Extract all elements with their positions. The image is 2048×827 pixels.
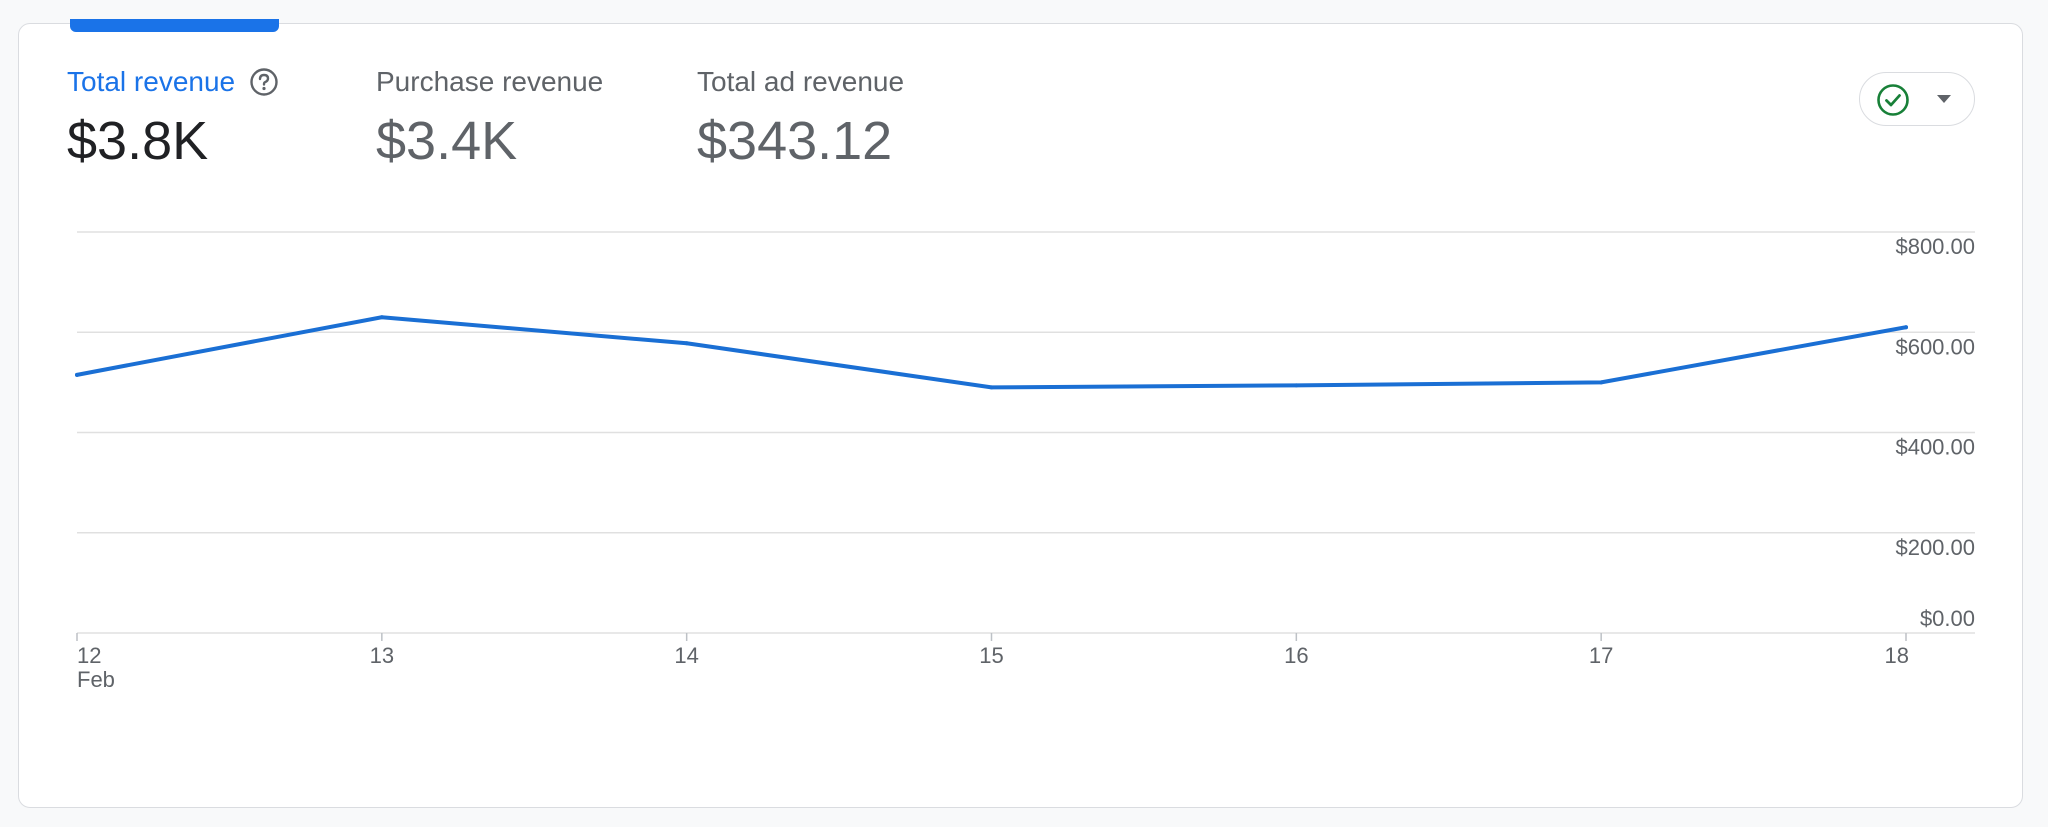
y-tick-label: $800.00	[1895, 234, 1975, 259]
data-point	[379, 315, 384, 320]
caret-down-icon	[1937, 95, 1951, 103]
y-tick-label: $400.00	[1895, 435, 1975, 460]
chart-gridlines	[77, 231, 1975, 634]
x-tick-label: 18	[1885, 643, 1909, 668]
metric-label-total-revenue: Total revenue	[67, 66, 279, 98]
total-ad-revenue-label: Total ad revenue	[697, 66, 905, 97]
y-tick-label: $0.00	[1920, 606, 1975, 631]
x-tick-label: 16	[1284, 643, 1308, 668]
data-point	[75, 372, 79, 377]
metric-purchase-revenue[interactable]: Purchase revenue $3.4K	[376, 66, 603, 172]
total-ad-revenue-value: $343.12	[697, 111, 893, 171]
data-point	[1599, 380, 1604, 385]
y-tick-label: $200.00	[1895, 535, 1975, 560]
revenue-card	[18, 23, 2023, 808]
series-line-total-revenue	[75, 315, 1908, 390]
data-point	[1294, 383, 1299, 388]
x-tick-label: 17	[1589, 643, 1613, 668]
metric-total-ad-revenue[interactable]: Total ad revenue $343.12	[697, 66, 904, 172]
help-icon[interactable]	[249, 67, 279, 97]
data-point	[1904, 325, 1908, 330]
check-circle-icon	[1877, 84, 1909, 116]
x-tick-label: 15	[979, 643, 1003, 668]
x-tick-label: 12	[77, 643, 101, 668]
status-dropdown-button[interactable]	[1859, 72, 1975, 126]
x-tick-label: 14	[674, 643, 698, 668]
chart-series	[75, 315, 1908, 390]
data-point	[989, 385, 994, 390]
purchase-revenue-value: $3.4K	[376, 111, 518, 171]
x-tick-label: 13	[370, 643, 394, 668]
purchase-revenue-label: Purchase revenue	[376, 66, 604, 97]
total-revenue-value: $3.8K	[67, 111, 209, 171]
data-point	[684, 341, 689, 346]
x-tick-sublabel: Feb	[77, 667, 115, 692]
chart-y-axis: $800.00 $600.00 $400.00 $200.00 $0.00	[1895, 234, 1975, 631]
active-tab-indicator	[70, 19, 279, 32]
total-revenue-label: Total revenue	[67, 66, 236, 97]
metric-total-revenue[interactable]: Total revenue $3.8K	[67, 66, 279, 172]
y-tick-label: $600.00	[1895, 334, 1975, 359]
